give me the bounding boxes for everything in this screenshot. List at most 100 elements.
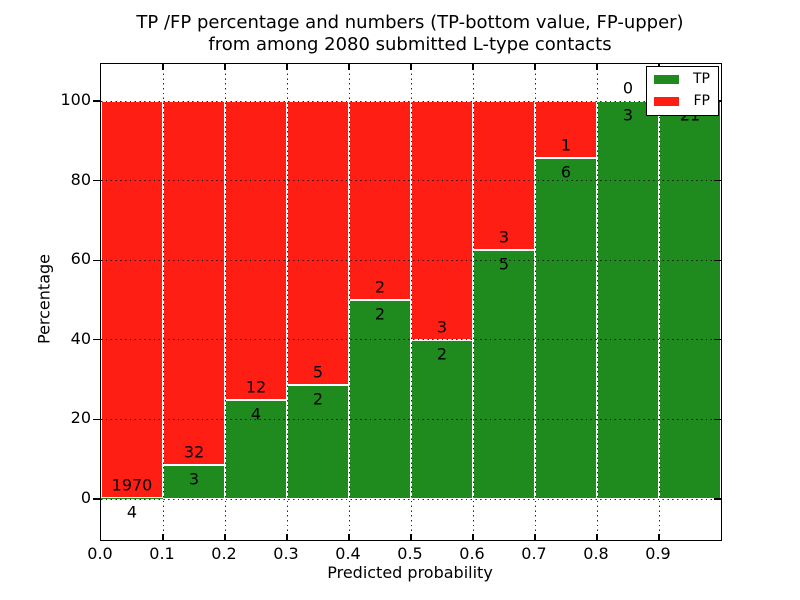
tp-bar-segment <box>225 399 287 499</box>
x-tick-top <box>472 64 474 70</box>
x-tick-label: 0.3 <box>273 544 299 563</box>
legend-row: TP <box>654 72 710 87</box>
fp-count-label: 3 <box>436 317 448 337</box>
fp-count-label: 5 <box>312 362 324 382</box>
chart-title-line2: from among 2080 submitted L-type contact… <box>208 34 612 55</box>
tp-count-label: 2 <box>374 304 386 324</box>
x-tick-top <box>410 64 412 70</box>
legend-row: FP <box>654 94 710 109</box>
y-tick-left <box>93 259 100 261</box>
gridline-horizontal <box>101 418 721 420</box>
gridline-horizontal <box>101 180 721 182</box>
y-tick-label: 0 <box>80 488 91 507</box>
legend-swatch-tp <box>654 75 679 84</box>
tp-bar-segment <box>349 300 411 499</box>
gridline-vertical <box>410 64 412 540</box>
y-tick-left <box>93 100 100 102</box>
tp-count-label: 5 <box>498 254 510 274</box>
y-tick-left <box>93 498 100 500</box>
fp-bar-segment <box>225 101 287 400</box>
gridline-vertical <box>162 64 164 540</box>
gridline-horizontal <box>101 259 721 261</box>
fp-count-label: 1970 <box>111 475 153 495</box>
gridline-vertical <box>534 64 536 540</box>
x-tick-label: 0.8 <box>583 544 609 563</box>
x-tick-top <box>534 64 536 70</box>
x-tick-bottom <box>224 534 226 540</box>
x-tick-top <box>348 64 350 70</box>
tp-bar-segment <box>659 101 721 499</box>
gridline-vertical <box>224 64 226 540</box>
y-tick-right <box>714 259 721 261</box>
fp-bar-segment <box>411 101 473 340</box>
fp-count-label: 0 <box>622 78 634 98</box>
x-tick-label: 0.1 <box>149 544 175 563</box>
y-tick-right <box>714 339 721 341</box>
fp-bar-segment <box>473 101 535 251</box>
legend-swatch-fp <box>654 97 679 106</box>
x-tick-label: 0.0 <box>87 544 113 563</box>
chart-title-line1: TP /FP percentage and numbers (TP-bottom… <box>136 12 684 33</box>
gridline-vertical <box>472 64 474 540</box>
x-tick-bottom <box>472 534 474 540</box>
gridline-vertical <box>286 64 288 540</box>
tp-count-label: 2 <box>312 389 324 409</box>
legend: TP FP <box>646 66 719 116</box>
tp-count-label: 6 <box>560 162 572 182</box>
x-tick-label: 0.4 <box>335 544 361 563</box>
legend-label-tp: TP <box>693 71 710 87</box>
fp-bar-segment <box>535 101 597 158</box>
x-tick-label: 0.2 <box>211 544 237 563</box>
fp-count-label: 3 <box>498 227 510 247</box>
fp-count-label: 12 <box>245 377 267 396</box>
x-tick-top <box>286 64 288 70</box>
y-tick-label: 80 <box>70 169 91 189</box>
fp-bar-segment <box>287 101 349 386</box>
tp-count-label: 3 <box>622 105 634 125</box>
fp-count-label: 32 <box>183 442 205 462</box>
x-tick-label: 0.5 <box>397 544 423 563</box>
x-tick-bottom <box>162 534 164 540</box>
x-tick-label: 0.9 <box>645 544 671 563</box>
tp-bar-segment <box>535 157 597 499</box>
gridline-horizontal <box>101 100 721 102</box>
fp-bar-segment <box>101 101 163 499</box>
y-tick-left <box>93 418 100 421</box>
y-tick-left <box>93 179 100 182</box>
chart-title: TP /FP percentage and numbers (TP-bottom… <box>90 12 730 56</box>
gridline-vertical <box>658 64 660 540</box>
y-tick-label: 40 <box>70 328 91 348</box>
gridline-vertical <box>348 64 350 540</box>
y-tick-label: 20 <box>70 408 91 428</box>
y-tick-right <box>714 418 721 421</box>
tp-count-label: 2 <box>436 344 448 364</box>
tp-bar-segment <box>597 101 659 499</box>
x-tick-label: 0.7 <box>521 544 547 563</box>
y-tick-right <box>714 498 721 500</box>
x-axis-label: Predicted probability <box>327 563 493 582</box>
y-tick-right <box>714 179 721 182</box>
y-tick-label: 60 <box>70 249 91 269</box>
gridline-horizontal <box>101 339 721 341</box>
tp-count-label: 4 <box>250 404 262 423</box>
fp-count-label: 1 <box>560 135 572 155</box>
x-tick-top <box>224 64 226 70</box>
tp-count-label: 4 <box>126 502 138 522</box>
y-tick-label: 100 <box>60 90 91 109</box>
fp-bar-segment <box>349 101 411 300</box>
x-tick-top <box>162 64 164 70</box>
x-tick-bottom <box>286 534 288 540</box>
x-tick-bottom <box>534 534 536 540</box>
fp-bar-segment <box>163 101 225 465</box>
x-tick-top <box>596 64 598 70</box>
y-tick-left <box>93 339 100 341</box>
gridline-horizontal <box>101 498 721 500</box>
x-tick-bottom <box>658 534 660 540</box>
x-tick-bottom <box>596 534 598 540</box>
legend-label-fp: FP <box>693 93 711 109</box>
tp-bar-segment <box>163 464 225 499</box>
tp-bar-segment <box>473 250 535 499</box>
fp-count-label: 2 <box>374 277 386 297</box>
